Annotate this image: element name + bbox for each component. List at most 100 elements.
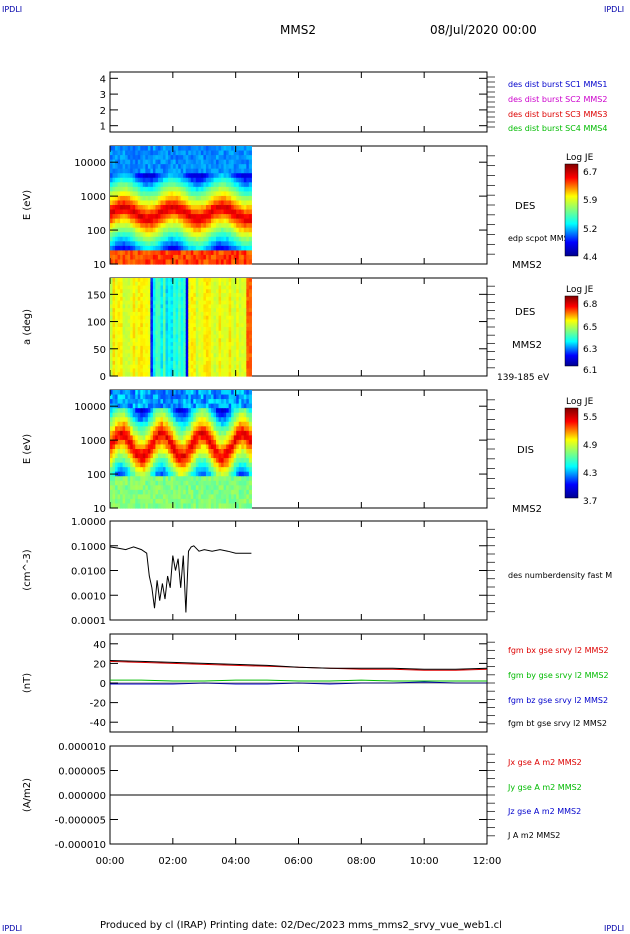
heat-cell (130, 330, 134, 336)
heat-cell (155, 200, 159, 206)
heat-cell (195, 296, 199, 302)
heat-cell (205, 349, 210, 354)
heat-cell (228, 439, 232, 446)
heat-cell (241, 368, 245, 373)
heat-cell (208, 430, 212, 436)
heat-cell (115, 489, 119, 495)
heat-cell (137, 390, 141, 396)
heat-cell (152, 182, 157, 188)
heat-cell (132, 296, 136, 302)
heat-cell (145, 285, 149, 290)
heat-cell (188, 408, 192, 414)
heat-cell (125, 173, 129, 179)
heat-cell (155, 345, 159, 351)
heat-cell (125, 345, 129, 351)
heat-cell (168, 476, 172, 482)
heat-cell (163, 399, 167, 405)
heat-cell (195, 467, 199, 473)
heat-cell (132, 168, 136, 174)
heat-cell (248, 285, 252, 290)
heat-cell (223, 218, 227, 224)
heat-cell (130, 150, 134, 156)
heat-cell (208, 259, 212, 265)
heat-cell (180, 236, 184, 242)
heat-cell (223, 300, 227, 305)
heat-cell (213, 372, 217, 377)
heat-cell (135, 449, 139, 455)
heat-cell (160, 439, 164, 446)
heat-cell (246, 330, 250, 336)
heat-cell (132, 421, 136, 427)
heat-cell (243, 155, 247, 161)
heat-cell (173, 480, 177, 486)
heat-cell (246, 412, 250, 418)
heat-cell (241, 300, 245, 305)
heat-cell (223, 191, 227, 197)
heat-cell (112, 195, 116, 202)
heat-cell (226, 186, 230, 192)
heat-cell (221, 394, 225, 400)
heat-cell (152, 408, 157, 414)
heat-cell (142, 345, 146, 351)
heat-cell (160, 293, 164, 298)
heat-cell (248, 353, 252, 358)
heat-cell (188, 191, 192, 197)
heat-cell (135, 308, 139, 313)
heat-cell (180, 485, 184, 491)
heat-cell (175, 195, 179, 202)
heat-cell (150, 168, 154, 174)
heat-cell (175, 205, 179, 211)
heat-cell (112, 236, 116, 242)
heat-cell (168, 278, 172, 283)
heat-cell (208, 214, 212, 220)
heat-cell (198, 241, 202, 247)
heat-cell (117, 345, 121, 351)
heat-cell (193, 285, 197, 290)
heat-cell (135, 471, 139, 477)
heat-cell (183, 353, 187, 358)
heat-cell (132, 471, 136, 477)
heat-cell (135, 173, 139, 179)
heat-cell (127, 159, 131, 165)
heat-cell (132, 227, 136, 233)
heat-cell (180, 368, 184, 373)
heat-cell (185, 323, 189, 328)
heat-cell (142, 281, 146, 287)
heat-cell (163, 368, 167, 373)
heat-cell (168, 214, 172, 220)
heat-cell (221, 241, 225, 247)
heat-cell (233, 353, 237, 358)
heat-cell (125, 435, 129, 441)
heat-cell (238, 173, 242, 179)
heat-cell (170, 164, 174, 170)
heat-cell (168, 394, 172, 400)
heat-cell (157, 444, 162, 450)
heat-cell (236, 327, 240, 332)
heat-cell (210, 323, 215, 328)
heat-cell (157, 195, 162, 202)
heat-cell (132, 394, 136, 400)
heat-cell (218, 146, 222, 152)
heat-cell (175, 372, 179, 377)
heat-cell (155, 327, 159, 332)
heat-cell (226, 218, 230, 224)
heat-cell (165, 408, 169, 414)
heat-cell (213, 439, 217, 446)
heat-cell (228, 498, 232, 505)
heat-cell (216, 218, 220, 224)
heat-cell (178, 308, 182, 313)
heat-cell (112, 259, 116, 265)
heat-cell (117, 480, 121, 486)
heat-cell (190, 150, 194, 156)
heat-cell (236, 467, 240, 473)
heat-cell (190, 430, 194, 436)
heat-cell (170, 168, 174, 174)
heat-cell (221, 503, 225, 509)
heat-cell (248, 408, 252, 414)
heat-cell (135, 241, 139, 247)
heat-cell (173, 368, 177, 373)
heat-cell (218, 394, 222, 400)
heat-cell (175, 453, 179, 459)
heat-cell (218, 408, 222, 414)
panel-density (109, 520, 488, 621)
